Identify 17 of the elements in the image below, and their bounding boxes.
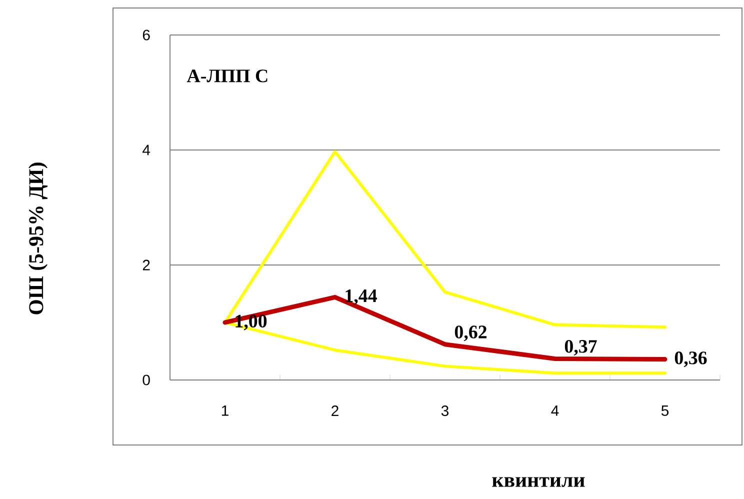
y-tick-label: 6: [142, 30, 150, 40]
y-tick-label: 0: [142, 374, 150, 386]
x-tick-label: 4: [551, 406, 559, 416]
data-label: 1,00: [236, 314, 267, 330]
data-label: 0,36: [674, 352, 707, 368]
x-tick-label: 5: [661, 406, 669, 416]
y-axis-title: ОШ (5-95% ДИ): [28, 162, 48, 314]
x-tick-label: 2: [332, 406, 338, 416]
text: А-ЛПП С: [186, 70, 268, 82]
data-label: 0,62: [454, 326, 487, 342]
y-tick-label: 2: [142, 260, 150, 270]
data-label: 0,37: [564, 340, 597, 356]
y-tick-label: 4: [142, 144, 150, 156]
x-axis-title: квинтили: [492, 477, 585, 488]
x-tick-label: 3: [441, 406, 449, 416]
data-label: 1,44: [346, 289, 377, 305]
x-tick-label: 1: [222, 406, 228, 416]
